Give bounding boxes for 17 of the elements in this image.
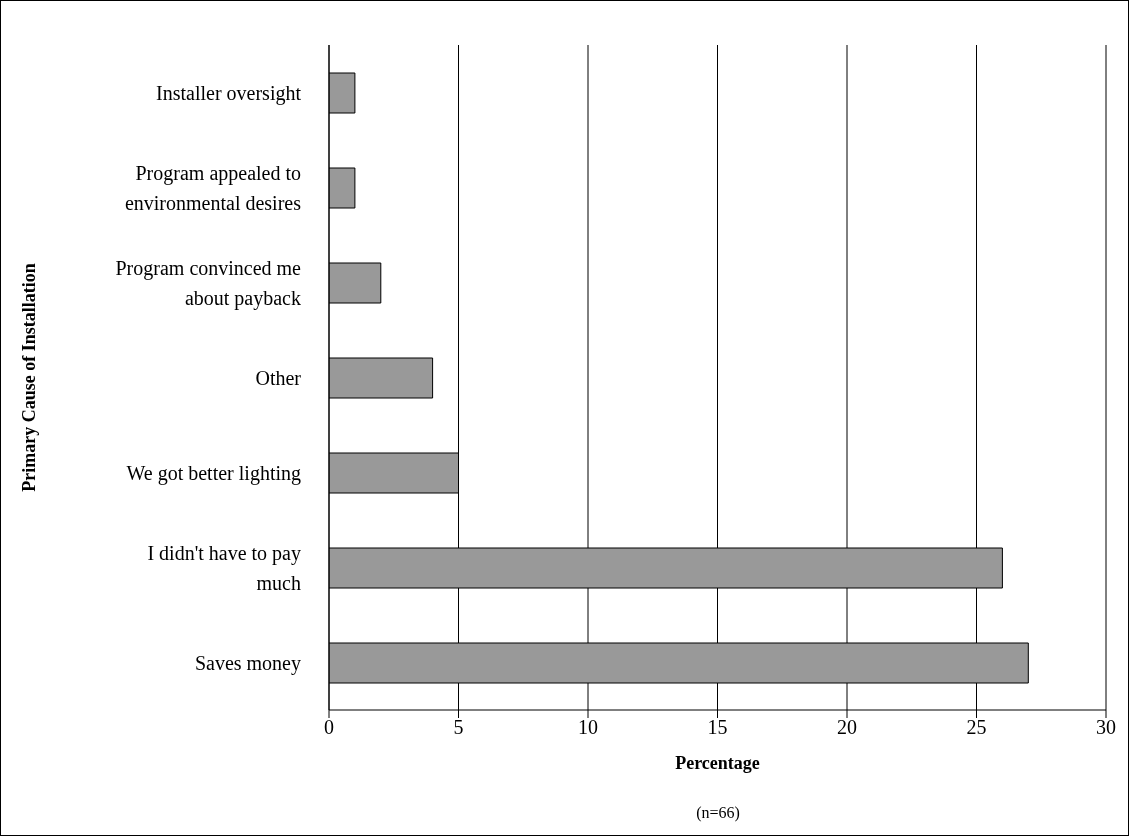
y-tick-label: Installer oversight <box>156 81 302 105</box>
x-tick-label: 30 <box>1096 716 1116 739</box>
y-axis-title: Primary Cause of Installation <box>19 263 40 492</box>
y-tick-label: Program convinced me about payback <box>115 256 302 310</box>
text: (n=66) <box>695 804 741 822</box>
x-tick-label: 15 <box>707 716 728 739</box>
y-tick-label: I didn't have to pay much <box>147 541 301 594</box>
x-tick-label: 0 <box>324 716 334 739</box>
x-axis-title: Percentage <box>675 752 760 773</box>
x-tick-label: 25 <box>966 716 987 739</box>
y-tick-label: Saves money <box>194 651 301 675</box>
x-tick-label: 5 <box>453 716 464 739</box>
x-tick-label: 20 <box>837 716 857 739</box>
x-tick-label: 10 <box>578 716 598 739</box>
y-tick-label: Other <box>255 366 302 389</box>
y-tick-label: We got better lighting <box>126 461 301 485</box>
y-tick-label: Program appealed to environmental desires <box>124 161 302 214</box>
